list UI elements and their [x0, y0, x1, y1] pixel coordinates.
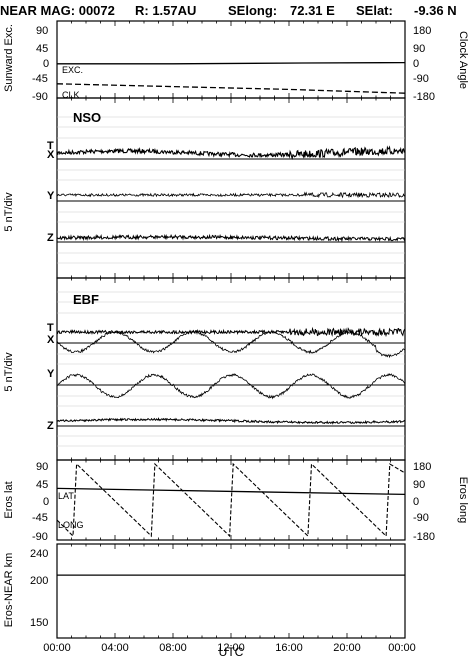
xtick-5: 20:00: [333, 642, 361, 654]
geo-ytick-left-2: 0: [43, 496, 49, 508]
xtick-4: 16:00: [275, 642, 303, 654]
ebf-trace-x: [56, 330, 406, 359]
orient-ytick-right-4: -180: [413, 91, 435, 103]
xtick-0: 00:00: [43, 642, 71, 654]
geo-ytick-left-3: -45: [32, 512, 48, 524]
ebf-panel-label: EBF: [73, 292, 99, 307]
geo-ytick-right-4: -180: [413, 531, 435, 543]
orient-ylabel-left: Sunward Exc.: [3, 24, 15, 92]
dist-ytick-2: 150: [30, 617, 48, 629]
orient-ytick-right-0: 180: [413, 25, 431, 37]
orient-ytick-left-3: -45: [32, 73, 48, 85]
dist-ytick-1: 200: [30, 575, 48, 587]
x-axis-label: UTC: [219, 645, 244, 656]
geo-series-lat: [56, 487, 406, 496]
title-selat-value: -9.36 N: [414, 3, 457, 18]
ebf-trace-t: [56, 326, 406, 338]
xtick-6: 00:00: [388, 642, 416, 654]
nso-channel-x: X: [47, 149, 55, 161]
panel-distance-frame: [56, 543, 406, 639]
nso-trace-t: [56, 145, 406, 161]
xtick-2: 08:00: [159, 642, 187, 654]
nso-channel-z: Z: [47, 232, 54, 244]
nso-trace-z: [56, 233, 406, 243]
geo-ytick-left-4: -90: [32, 531, 48, 543]
orient-series-exc: [57, 61, 406, 65]
title-range: R: 1.57AU: [135, 3, 196, 18]
nso-grid: [57, 116, 405, 264]
orient-series-clk: [56, 83, 406, 94]
nso-ylabel: 5 nT/div: [3, 192, 15, 232]
traces: [56, 21, 406, 638]
panel-ebf-frame: [56, 277, 406, 461]
nso-channel-t: T: [47, 140, 54, 152]
title-spacecraft: NEAR MAG: 00072: [0, 3, 115, 18]
geo-series-long: [56, 462, 406, 538]
ebf-channel-t: T: [47, 322, 54, 334]
nso-panel-label: NSO: [73, 110, 101, 125]
orient-ylabel-right: Clock Angle: [457, 31, 469, 89]
orient-series-label-exc: EXC.: [62, 65, 83, 75]
orient-ytick-left-1: 45: [36, 43, 48, 55]
panel-nso-frame: [56, 97, 406, 279]
geo-series-label-long: LONG: [58, 520, 84, 530]
orient-ytick-left-2: 0: [43, 58, 49, 70]
geo-ytick-right-0: 180: [413, 461, 431, 473]
geo-ytick-right-2: 0: [413, 496, 419, 508]
geo-series-label-lat: LAT: [58, 491, 74, 501]
orient-series-label-clk: CLK: [62, 90, 80, 100]
geo-ylabel-left: Eros lat: [3, 481, 15, 518]
title-selong-label: SElong:: [228, 3, 277, 18]
ebf-channel-y: Y: [47, 368, 55, 380]
ebf-channel-z: Z: [47, 420, 54, 432]
nso-channel-y: Y: [47, 190, 55, 202]
dist-ytick-0: 240: [30, 548, 48, 560]
geo-ytick-right-3: -90: [413, 512, 429, 524]
xtick-1: 04:00: [101, 642, 129, 654]
geo-ytick-left-0: 90: [36, 461, 48, 473]
ebf-grid: [57, 291, 405, 447]
geo-ytick-left-1: 45: [36, 479, 48, 491]
title-selong-value: 72.31 E: [290, 3, 335, 18]
nso-baselines: [57, 158, 405, 243]
xtick-3: 12:00: [217, 642, 245, 654]
ebf-trace-z: [56, 417, 406, 425]
ebf-channel-x: X: [47, 334, 55, 346]
geo-ytick-right-1: 90: [413, 479, 425, 491]
ebf-baselines: [57, 342, 405, 427]
orient-ytick-right-3: -90: [413, 73, 429, 85]
dist-ylabel: Eros-NEAR km: [3, 553, 15, 628]
title-selat-label: SElat:: [356, 3, 393, 18]
nso-trace-y: [56, 191, 406, 199]
geo-ylabel-right: Eros long: [457, 477, 469, 523]
panel-orientation-frame: [56, 20, 406, 99]
ebf-trace-y: [56, 373, 406, 400]
orient-ytick-left-4: -90: [32, 91, 48, 103]
orient-ytick-right-1: 90: [413, 43, 425, 55]
orient-ytick-left-0: 90: [36, 25, 48, 37]
orient-ytick-right-2: 0: [413, 58, 419, 70]
ebf-ylabel: 5 nT/div: [3, 352, 15, 392]
